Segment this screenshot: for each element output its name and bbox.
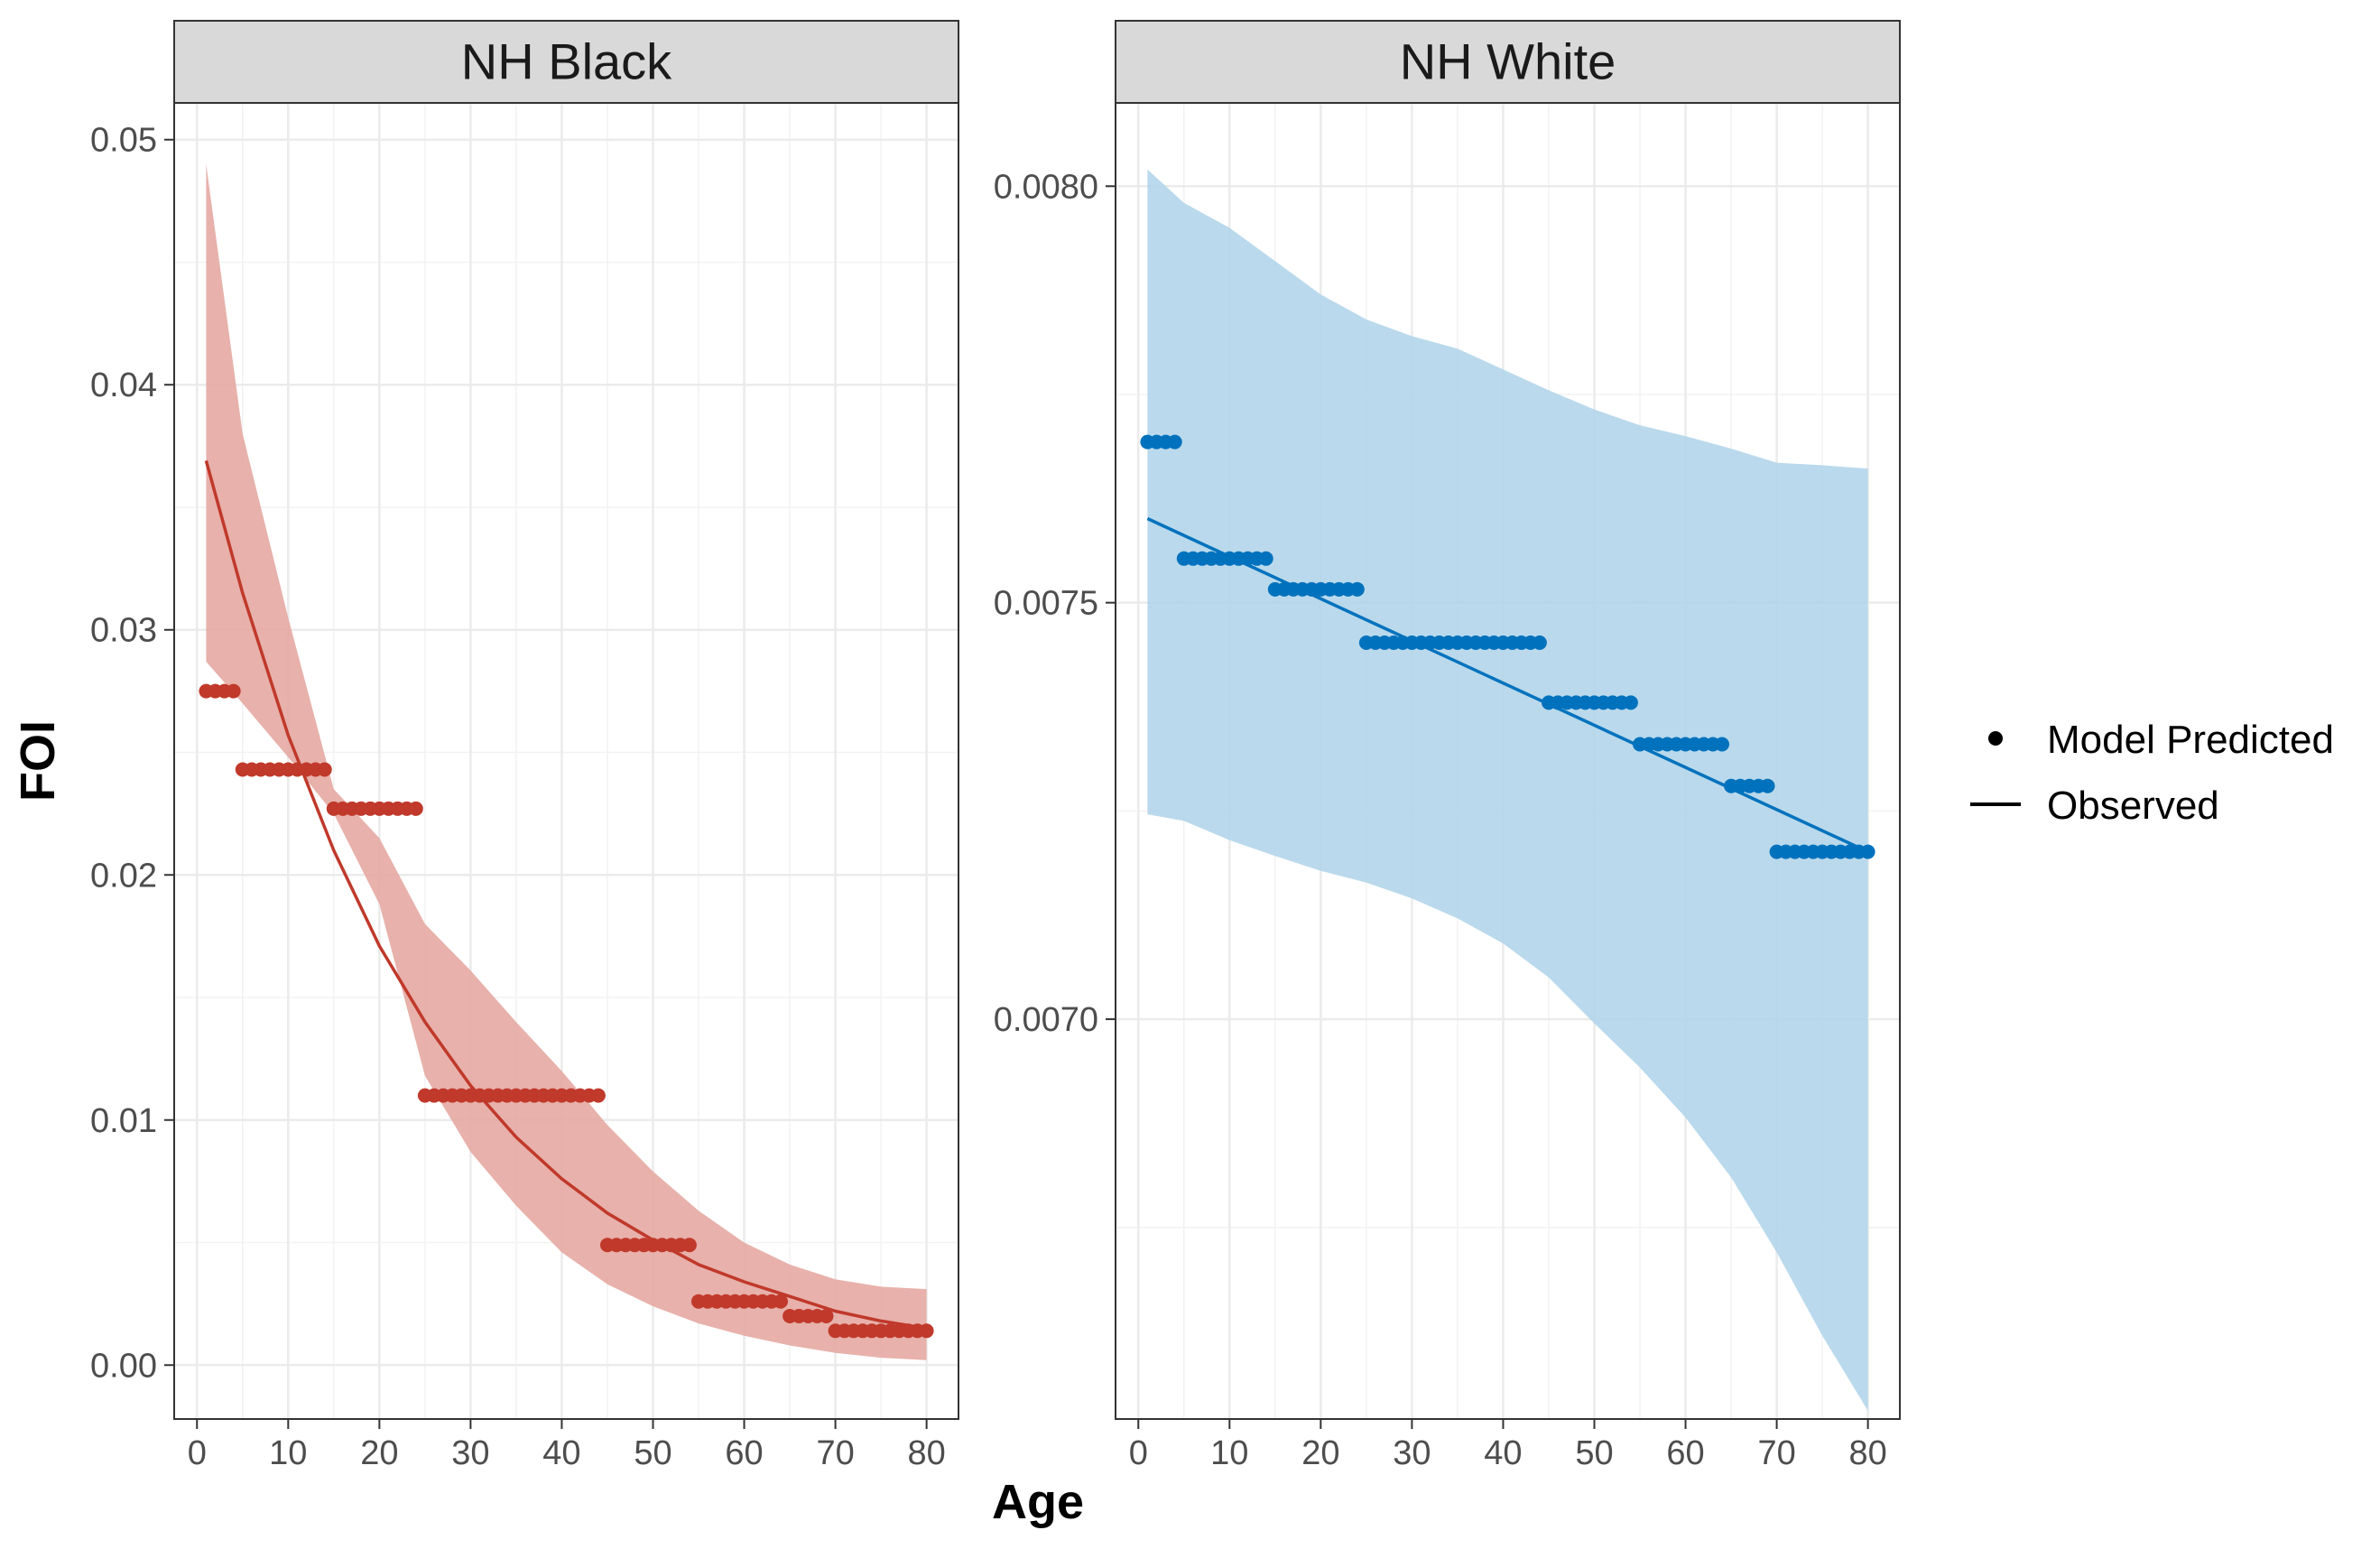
predicted-point: [1623, 695, 1638, 710]
x-tick-label: 80: [907, 1434, 945, 1472]
predicted-point: [1532, 635, 1547, 650]
panel-border: [1115, 102, 1901, 1420]
strip-title: NH Black: [461, 33, 672, 90]
x-tick-label: 60: [725, 1434, 763, 1472]
legend-label-model-predicted: Model Predicted: [2047, 718, 2334, 762]
x-tick-label: 10: [1210, 1434, 1248, 1472]
predicted-point: [1860, 844, 1875, 859]
y-tick-label: 0.0075: [994, 585, 1098, 623]
y-axis-title: FOI: [11, 720, 65, 802]
legend-label-observed: Observed: [2047, 784, 2219, 828]
y-tick-label: 0.04: [90, 366, 157, 404]
x-tick-label: 0: [1129, 1434, 1148, 1472]
predicted-point: [1258, 551, 1273, 566]
y-tick-label: 0.03: [90, 612, 157, 650]
x-tick-label: 70: [1757, 1434, 1795, 1472]
predicted-point: [317, 762, 332, 777]
x-tick-label: 30: [451, 1434, 489, 1472]
x-tick-label: 50: [1575, 1434, 1613, 1472]
predicted-point: [819, 1309, 834, 1323]
x-tick-label: 40: [1484, 1434, 1522, 1472]
legend: Model Predicted Observed: [1970, 718, 2334, 828]
y-tick-label: 0.02: [90, 857, 157, 895]
x-axis-title: Age: [992, 1475, 1084, 1529]
x-tick-label: 20: [360, 1434, 398, 1472]
predicted-point: [773, 1294, 788, 1309]
predicted-point: [590, 1088, 606, 1103]
x-tick-label: 20: [1301, 1434, 1339, 1472]
panel-nh-white: NH White 0 10 20 30 40 50 60 70 80 0.0070 0.0075 0.0…: [994, 20, 1901, 1472]
predicted-point: [408, 801, 423, 816]
x-tick-label: 80: [1848, 1434, 1886, 1472]
panel-border: [173, 102, 959, 1420]
predicted-point: [919, 1323, 934, 1339]
confidence-ribbon: [1147, 169, 1868, 1411]
predicted-point: [226, 683, 241, 699]
x-tick-label: 40: [542, 1434, 580, 1472]
y-tick-label: 0.00: [90, 1347, 157, 1385]
predicted-point: [1715, 737, 1729, 752]
predicted-point: [1349, 581, 1365, 597]
predicted-point: [681, 1238, 697, 1253]
predicted-point: [1760, 778, 1775, 793]
x-tick-label: 60: [1666, 1434, 1704, 1472]
y-tick-label: 0.05: [90, 122, 157, 160]
x-tick-label: 70: [816, 1434, 854, 1472]
y-tick-label: 0.0080: [994, 168, 1098, 206]
strip-title: NH White: [1400, 33, 1616, 90]
panel-nh-black: NH Black 0 10 20 30 40 50 60 70 80 0.00 0.01 0.02 0.0…: [90, 20, 959, 1472]
x-tick-label: 30: [1393, 1434, 1431, 1472]
x-tick-label: 0: [188, 1434, 207, 1472]
confidence-ribbon: [206, 163, 927, 1360]
strip-background: [173, 20, 959, 104]
observed-line: [1146, 516, 1869, 854]
y-tick-label: 0.01: [90, 1102, 157, 1140]
predicted-point: [1167, 434, 1182, 450]
observed-line: [204, 459, 927, 1331]
x-tick-label: 50: [634, 1434, 671, 1472]
strip-background: [1115, 20, 1901, 104]
y-tick-label: 0.0070: [994, 1001, 1098, 1039]
x-tick-label: 10: [269, 1434, 307, 1472]
legend-key-model-predicted: [1988, 731, 2003, 746]
